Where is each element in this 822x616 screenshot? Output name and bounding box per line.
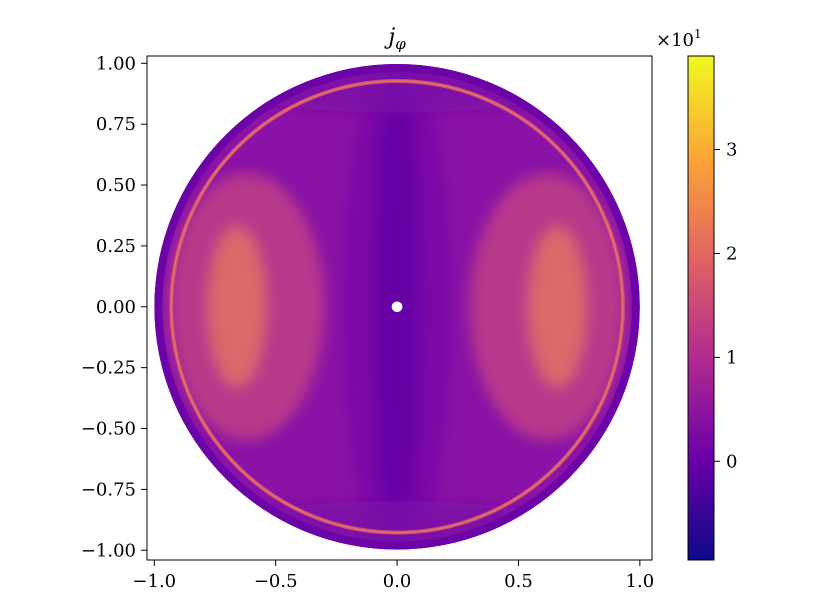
chart-title-main: j [383,25,395,50]
field-edge-band [154,63,640,550]
y-tick-label: 0.50 [96,175,136,196]
y-tick-label: 0.75 [96,114,136,135]
colorbar-tick-label: 3 [726,140,737,161]
chart-title: jφ [383,25,406,53]
colorbar-tick-label: 0 [726,451,737,472]
y-tick-label: 0.00 [96,297,136,318]
y-tick-label: −0.75 [81,479,136,500]
axes-frame [146,55,653,561]
x-tick-label: 0.5 [504,571,533,592]
field-hotspot-left [207,226,266,387]
y-tick-label: 0.25 [96,236,136,257]
y-tick-label: −1.00 [81,540,136,561]
y-axis-ticks: 1.00 0.75 0.50 0.25 0.00 −0.25 −0.50 −0.75 −1.00 [81,53,147,561]
x-tick-label: 0.0 [383,571,412,592]
colorbar-ticks: 0 1 2 3 [714,140,737,472]
x-tick-label: 1.0 [626,571,655,592]
center-hole [391,301,403,313]
colorbar-tick-label: 2 [726,243,737,264]
y-tick-label: −0.25 [81,358,136,379]
x-axis-ticks: −1.0 −0.5 0.0 0.5 1.0 [132,560,654,592]
x-tick-label: −0.5 [254,571,298,592]
colorbar-offset-exponent: 1 [694,27,702,41]
y-tick-label: −0.50 [81,419,136,440]
colorbar-gradient [687,55,715,561]
colorbar-tick-label: 1 [726,347,737,368]
field-hotspot-right [528,226,587,387]
field-inner-ring-glow [170,80,624,534]
colorbar-offset-label: ×101 [656,27,702,51]
colorbar-offset-base: ×10 [656,30,694,51]
x-tick-label: −1.0 [132,571,176,592]
heatmap-field [154,63,640,550]
chart-title-subscript: φ [395,35,406,53]
y-tick-label: 1.00 [96,53,136,74]
